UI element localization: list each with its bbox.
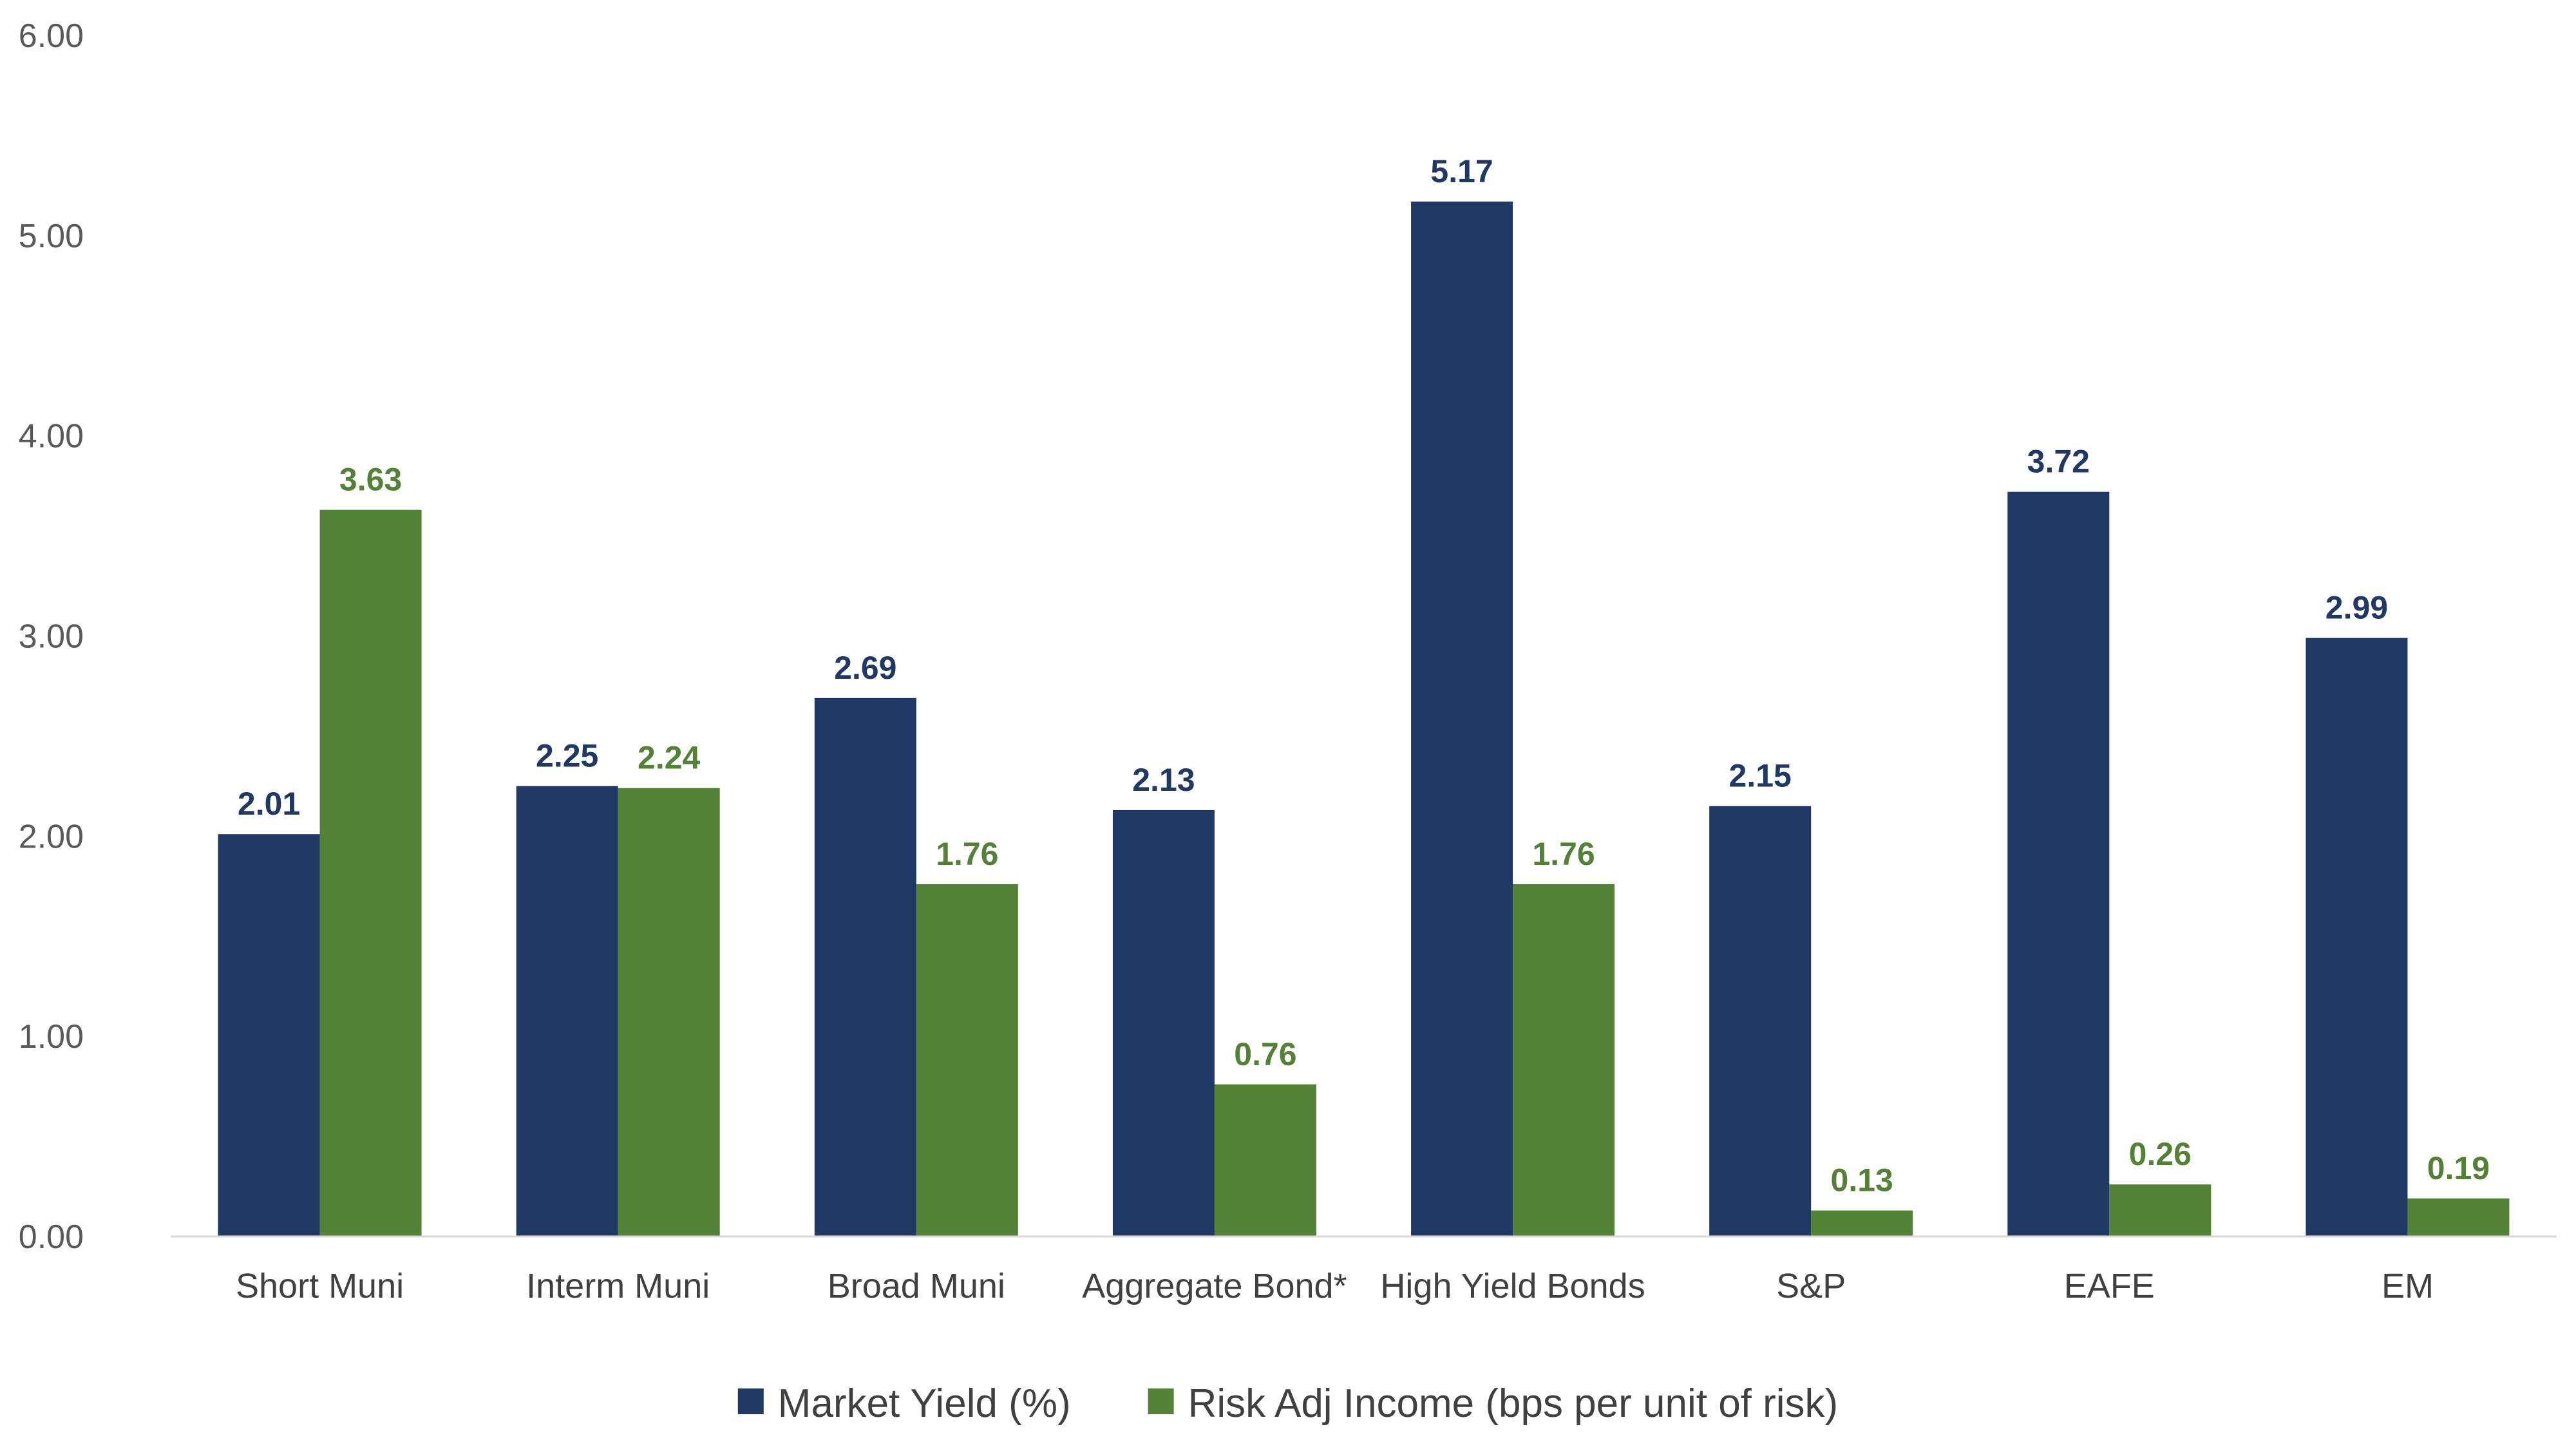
bar-market-yield xyxy=(1112,810,1215,1236)
data-label: 2.01 xyxy=(238,786,300,822)
data-label: 0.19 xyxy=(2427,1150,2490,1186)
bar-market-yield xyxy=(218,834,320,1236)
data-label: 5.17 xyxy=(1430,153,1493,189)
x-tick-label: Interm Muni xyxy=(526,1267,710,1305)
x-tick-label: Aggregate Bond* xyxy=(1082,1267,1347,1305)
bar-market-yield xyxy=(516,786,618,1236)
data-label: 2.69 xyxy=(834,650,896,686)
data-label: 0.76 xyxy=(1234,1036,1296,1072)
y-tick-label: 1.00 xyxy=(19,1018,84,1056)
x-axis: Short Muni Interm Muni Broad Muni Aggregate… xyxy=(236,1267,2434,1305)
data-label: 2.13 xyxy=(1132,762,1195,798)
bar-market-yield xyxy=(1411,201,1513,1236)
legend-label: Market Yield (%) xyxy=(778,1381,1071,1426)
bar-market-yield xyxy=(1709,806,1812,1236)
data-labels: 2.01 3.63 2.25 2.24 2.69 1.76 2.13 0.76 5.17 1.76… xyxy=(238,153,2490,1198)
x-tick-label: EM xyxy=(2382,1267,2434,1305)
data-label: 2.15 xyxy=(1729,758,1792,794)
data-label: 1.76 xyxy=(936,836,998,872)
legend: Market Yield (%) Risk Adj Income (bps per… xyxy=(737,1381,1839,1426)
y-tick-label: 3.00 xyxy=(19,618,84,656)
data-label: 3.63 xyxy=(339,462,402,498)
data-label: 2.24 xyxy=(638,740,701,776)
y-tick-label: 2.00 xyxy=(19,818,84,855)
y-tick-label: 5.00 xyxy=(19,218,84,255)
bar-risk-adj-income xyxy=(618,788,720,1236)
data-label: 2.99 xyxy=(2325,590,2388,626)
bar-risk-adj-income xyxy=(2407,1198,2510,1236)
x-tick-label: S&P xyxy=(1776,1267,1846,1305)
data-label: 0.26 xyxy=(2129,1136,2192,1172)
data-label: 0.13 xyxy=(1831,1162,1893,1198)
bar-risk-adj-income xyxy=(1513,884,1615,1236)
x-tick-label: Broad Muni xyxy=(828,1267,1005,1305)
bar-market-yield xyxy=(814,697,916,1236)
bar-risk-adj-income xyxy=(2109,1184,2211,1236)
x-tick-label: Short Muni xyxy=(236,1267,404,1305)
y-tick-label: 0.00 xyxy=(19,1218,84,1256)
x-tick-label: EAFE xyxy=(2064,1267,2155,1305)
legend-label: Risk Adj Income (bps per unit of risk) xyxy=(1188,1381,1839,1426)
legend-swatch xyxy=(1148,1388,1174,1414)
y-tick-label: 6.00 xyxy=(19,17,84,55)
bar-risk-adj-income xyxy=(916,884,1018,1236)
y-tick-label: 4.00 xyxy=(19,418,84,455)
bar-market-yield xyxy=(2007,491,2110,1237)
legend-swatch xyxy=(737,1388,764,1414)
bars xyxy=(218,201,2510,1237)
bar-risk-adj-income xyxy=(1214,1084,1316,1236)
y-axis: 0.00 1.00 2.00 3.00 4.00 5.00 6.00 xyxy=(19,17,84,1256)
data-label: 2.25 xyxy=(536,738,598,774)
bar-risk-adj-income xyxy=(1811,1210,1913,1236)
x-tick-label: High Yield Bonds xyxy=(1380,1267,1645,1305)
bar-market-yield xyxy=(2306,638,2408,1236)
data-label: 3.72 xyxy=(2027,444,2090,480)
bar-risk-adj-income xyxy=(319,509,422,1236)
data-label: 1.76 xyxy=(1532,836,1595,872)
